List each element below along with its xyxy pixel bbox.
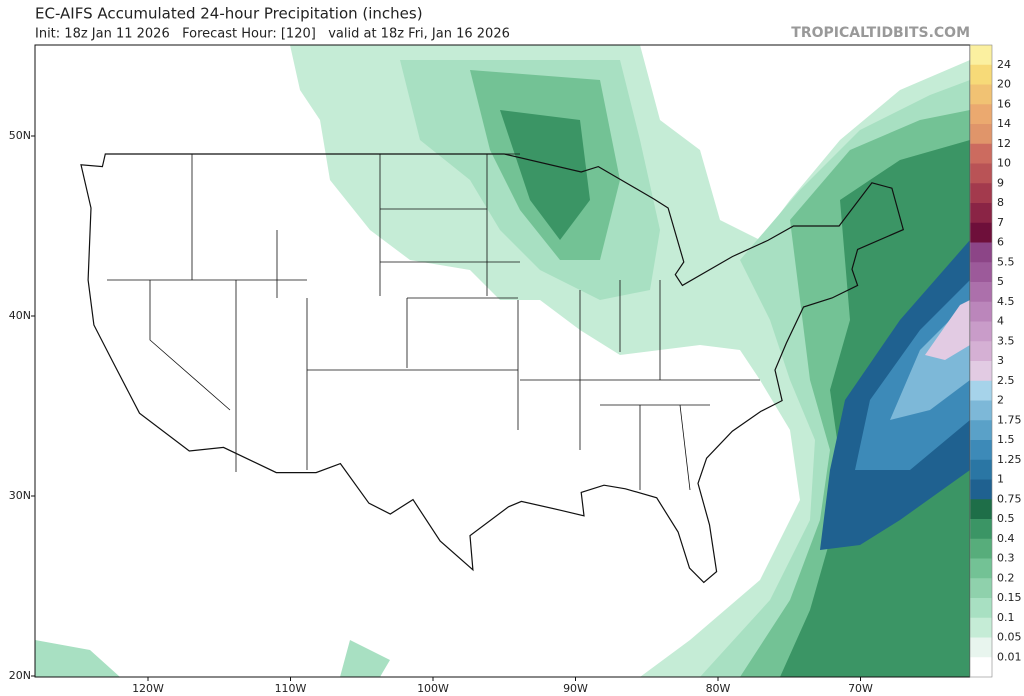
colorbar-label: 9: [997, 176, 1004, 189]
colorbar-label: 16: [997, 97, 1011, 110]
colorbar-swatch: [970, 578, 992, 599]
colorbar-label: 4: [997, 315, 1004, 328]
colorbar-swatch: [970, 301, 992, 322]
colorbar-swatch: [970, 183, 992, 204]
colorbar-label: 3: [997, 354, 1004, 367]
colorbar-label: 24: [997, 58, 1011, 71]
colorbar-swatch: [970, 479, 992, 500]
colorbar: 24 20 16 14 12 10 9 8 7 6 5.5 5 4.5 4 3.5 3 2.5 2 1.75 1.5 1…: [969, 44, 1022, 678]
axis-labels: 50N 40N 30N 20N 120W 110W 100W 90W 80W 70W: [9, 129, 873, 695]
colorbar-swatch: [970, 222, 992, 243]
colorbar-swatch: [970, 380, 992, 401]
colorbar-label: 0.4: [997, 532, 1015, 545]
colorbar-frame: [969, 44, 993, 678]
colorbar-swatch: [970, 242, 992, 263]
colorbar-swatch: [970, 519, 992, 540]
colorbar-label: 0.15: [997, 591, 1022, 604]
colorbar-label: 3.5: [997, 334, 1015, 347]
lon-label: 110W: [275, 682, 307, 695]
lon-label: 90W: [563, 682, 588, 695]
lat-label: 20N: [9, 669, 31, 682]
precip-south: [35, 640, 390, 677]
colorbar-swatch: [970, 420, 992, 441]
colorbar-swatch: [970, 262, 992, 283]
colorbar-label: 0.3: [997, 552, 1015, 565]
colorbar-swatch: [970, 637, 992, 658]
colorbar-label: 4.5: [997, 295, 1015, 308]
colorbar-label: 5: [997, 275, 1004, 288]
colorbar-swatch: [970, 361, 992, 382]
colorbar-label: 0.1: [997, 611, 1015, 624]
colorbar-label: 0.05: [997, 631, 1022, 644]
colorbar-label: 0.75: [997, 492, 1022, 505]
colorbar-label: 2.5: [997, 374, 1015, 387]
colorbar-label: 8: [997, 196, 1004, 209]
colorbar-label: 20: [997, 78, 1011, 91]
state-lines: [107, 153, 760, 491]
colorbar-swatch: [970, 558, 992, 579]
colorbar-label: 12: [997, 137, 1011, 150]
colorbar-swatch: [970, 538, 992, 559]
colorbar-swatch: [970, 282, 992, 303]
colorbar-swatch: [970, 45, 992, 66]
colorbar-swatch: [970, 598, 992, 619]
colorbar-swatch: [970, 321, 992, 342]
lon-label: 100W: [417, 682, 449, 695]
watermark: TROPICALTIDBITS.COM: [791, 25, 970, 41]
lat-label: 50N: [9, 129, 31, 142]
map: [35, 45, 970, 677]
colorbar-swatch: [970, 84, 992, 105]
colorbar-label: 1.5: [997, 433, 1015, 446]
colorbar-swatch: [970, 104, 992, 125]
us-outline: [80, 153, 905, 584]
colorbar-label: 6: [997, 236, 1004, 249]
colorbar-swatch: [970, 64, 992, 85]
colorbar-swatch: [970, 163, 992, 184]
title: EC-AIFS Accumulated 24-hour Precipitatio…: [35, 5, 423, 23]
colorbar-swatch: [970, 203, 992, 224]
colorbar-label: 1.25: [997, 453, 1022, 466]
colorbar-label: 14: [997, 117, 1011, 130]
colorbar-swatch: [970, 657, 992, 678]
colorbar-swatch: [970, 617, 992, 638]
colorbar-swatch: [970, 341, 992, 362]
lat-label: 30N: [9, 489, 31, 502]
colorbar-label: 5.5: [997, 255, 1015, 268]
lon-label: 70W: [848, 682, 873, 695]
colorbar-swatch: [970, 143, 992, 164]
colorbar-label: 7: [997, 216, 1004, 229]
colorbar-label: 0.2: [997, 571, 1015, 584]
colorbar-label: 0.5: [997, 512, 1015, 525]
precip-purple: [925, 300, 970, 360]
colorbar-label: 2: [997, 394, 1004, 407]
colorbar-swatch: [970, 459, 992, 480]
colorbar-swatch: [970, 124, 992, 145]
subtitle: Init: 18z Jan 11 2026 Forecast Hour: [12…: [35, 27, 510, 42]
lat-label: 40N: [9, 309, 31, 322]
colorbar-label: 1: [997, 473, 1004, 486]
colorbar-swatch: [970, 499, 992, 520]
colorbar-label: 0.01: [997, 650, 1022, 663]
colorbar-label: 1.75: [997, 413, 1022, 426]
colorbar-swatch: [970, 400, 992, 421]
lon-label: 80W: [706, 682, 731, 695]
colorbar-label: 10: [997, 157, 1011, 170]
lon-label: 120W: [132, 682, 164, 695]
colorbar-swatch: [970, 440, 992, 461]
